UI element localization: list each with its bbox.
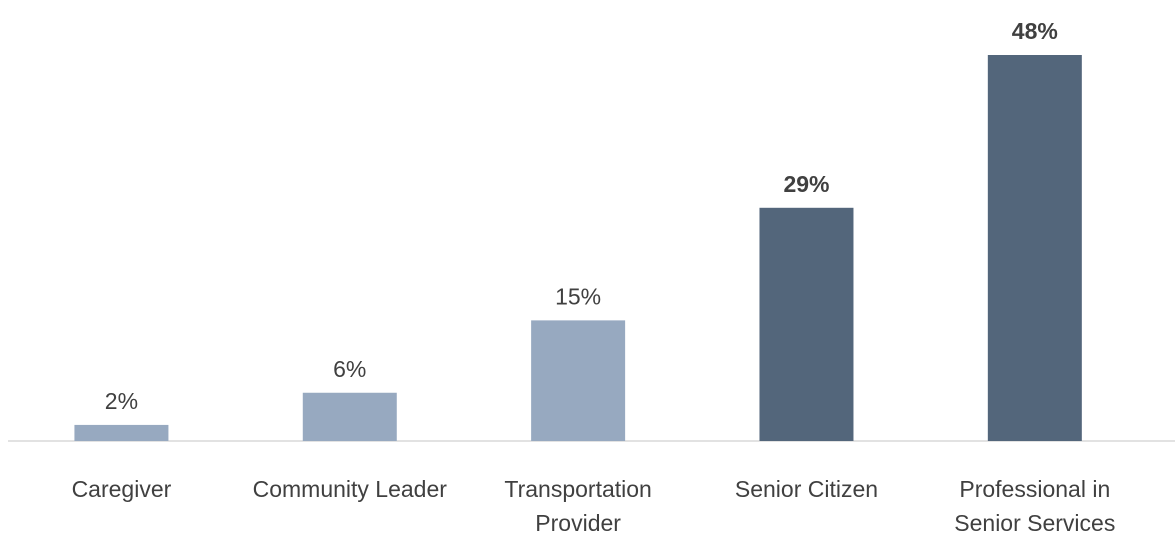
value-label: 6% bbox=[333, 356, 366, 382]
x-tick-label: Transportation Provider bbox=[504, 476, 652, 535]
value-label: 48% bbox=[1012, 18, 1058, 44]
x-tick-label: Caregiver bbox=[71, 476, 172, 502]
x-tick-label: Community Leader bbox=[252, 476, 447, 502]
value-label: 15% bbox=[555, 283, 601, 309]
x-tick-label: Senior Citizen bbox=[734, 476, 879, 502]
x-tick-label: Professional in Senior Services bbox=[954, 476, 1116, 535]
bar bbox=[302, 392, 397, 441]
bar bbox=[74, 424, 169, 441]
value-label: 29% bbox=[783, 171, 829, 197]
bar bbox=[987, 55, 1082, 441]
bar bbox=[531, 320, 626, 441]
bar bbox=[759, 207, 854, 441]
value-label: 2% bbox=[105, 388, 138, 414]
